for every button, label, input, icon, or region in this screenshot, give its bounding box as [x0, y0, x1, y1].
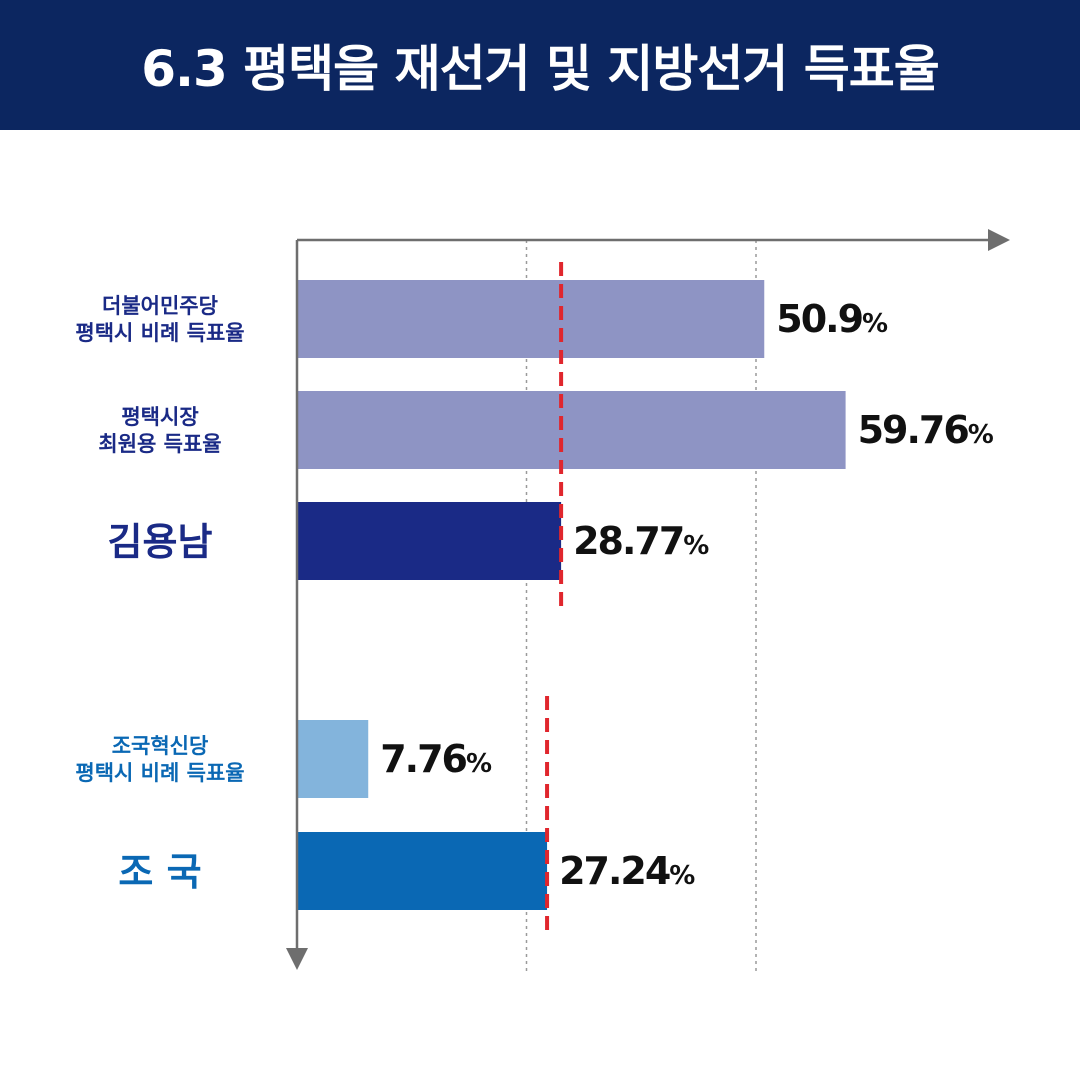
category-label-5: 조 국 [118, 850, 201, 894]
category-label-2: 평택시장 최원용 득표율 [98, 405, 221, 456]
bar-1 [297, 280, 765, 358]
value-label-1: 50.9% [776, 297, 888, 341]
category-label-1: 더불어민주당 평택시 비례 득표율 [75, 294, 244, 345]
bar-5 [297, 832, 548, 910]
title-banner: 6.3 평택을 재선거 및 지방선거 득표율 [0, 0, 1080, 130]
bar-3 [297, 502, 562, 580]
value-label-2: 59.76% [858, 408, 994, 452]
chart-title: 6.3 평택을 재선거 및 지방선거 득표율 [141, 40, 940, 98]
x-axis-arrow [988, 229, 1010, 251]
value-label-5: 27.24% [559, 849, 695, 893]
value-label-4: 7.76% [380, 737, 492, 781]
category-label-4: 조국혁신당 평택시 비례 득표율 [75, 734, 244, 785]
bar-4 [297, 720, 369, 798]
bar-2 [297, 391, 846, 469]
y-axis-arrow [286, 948, 308, 970]
value-label-3: 28.77% [573, 519, 709, 563]
category-label-3: 김용남 [108, 520, 213, 564]
